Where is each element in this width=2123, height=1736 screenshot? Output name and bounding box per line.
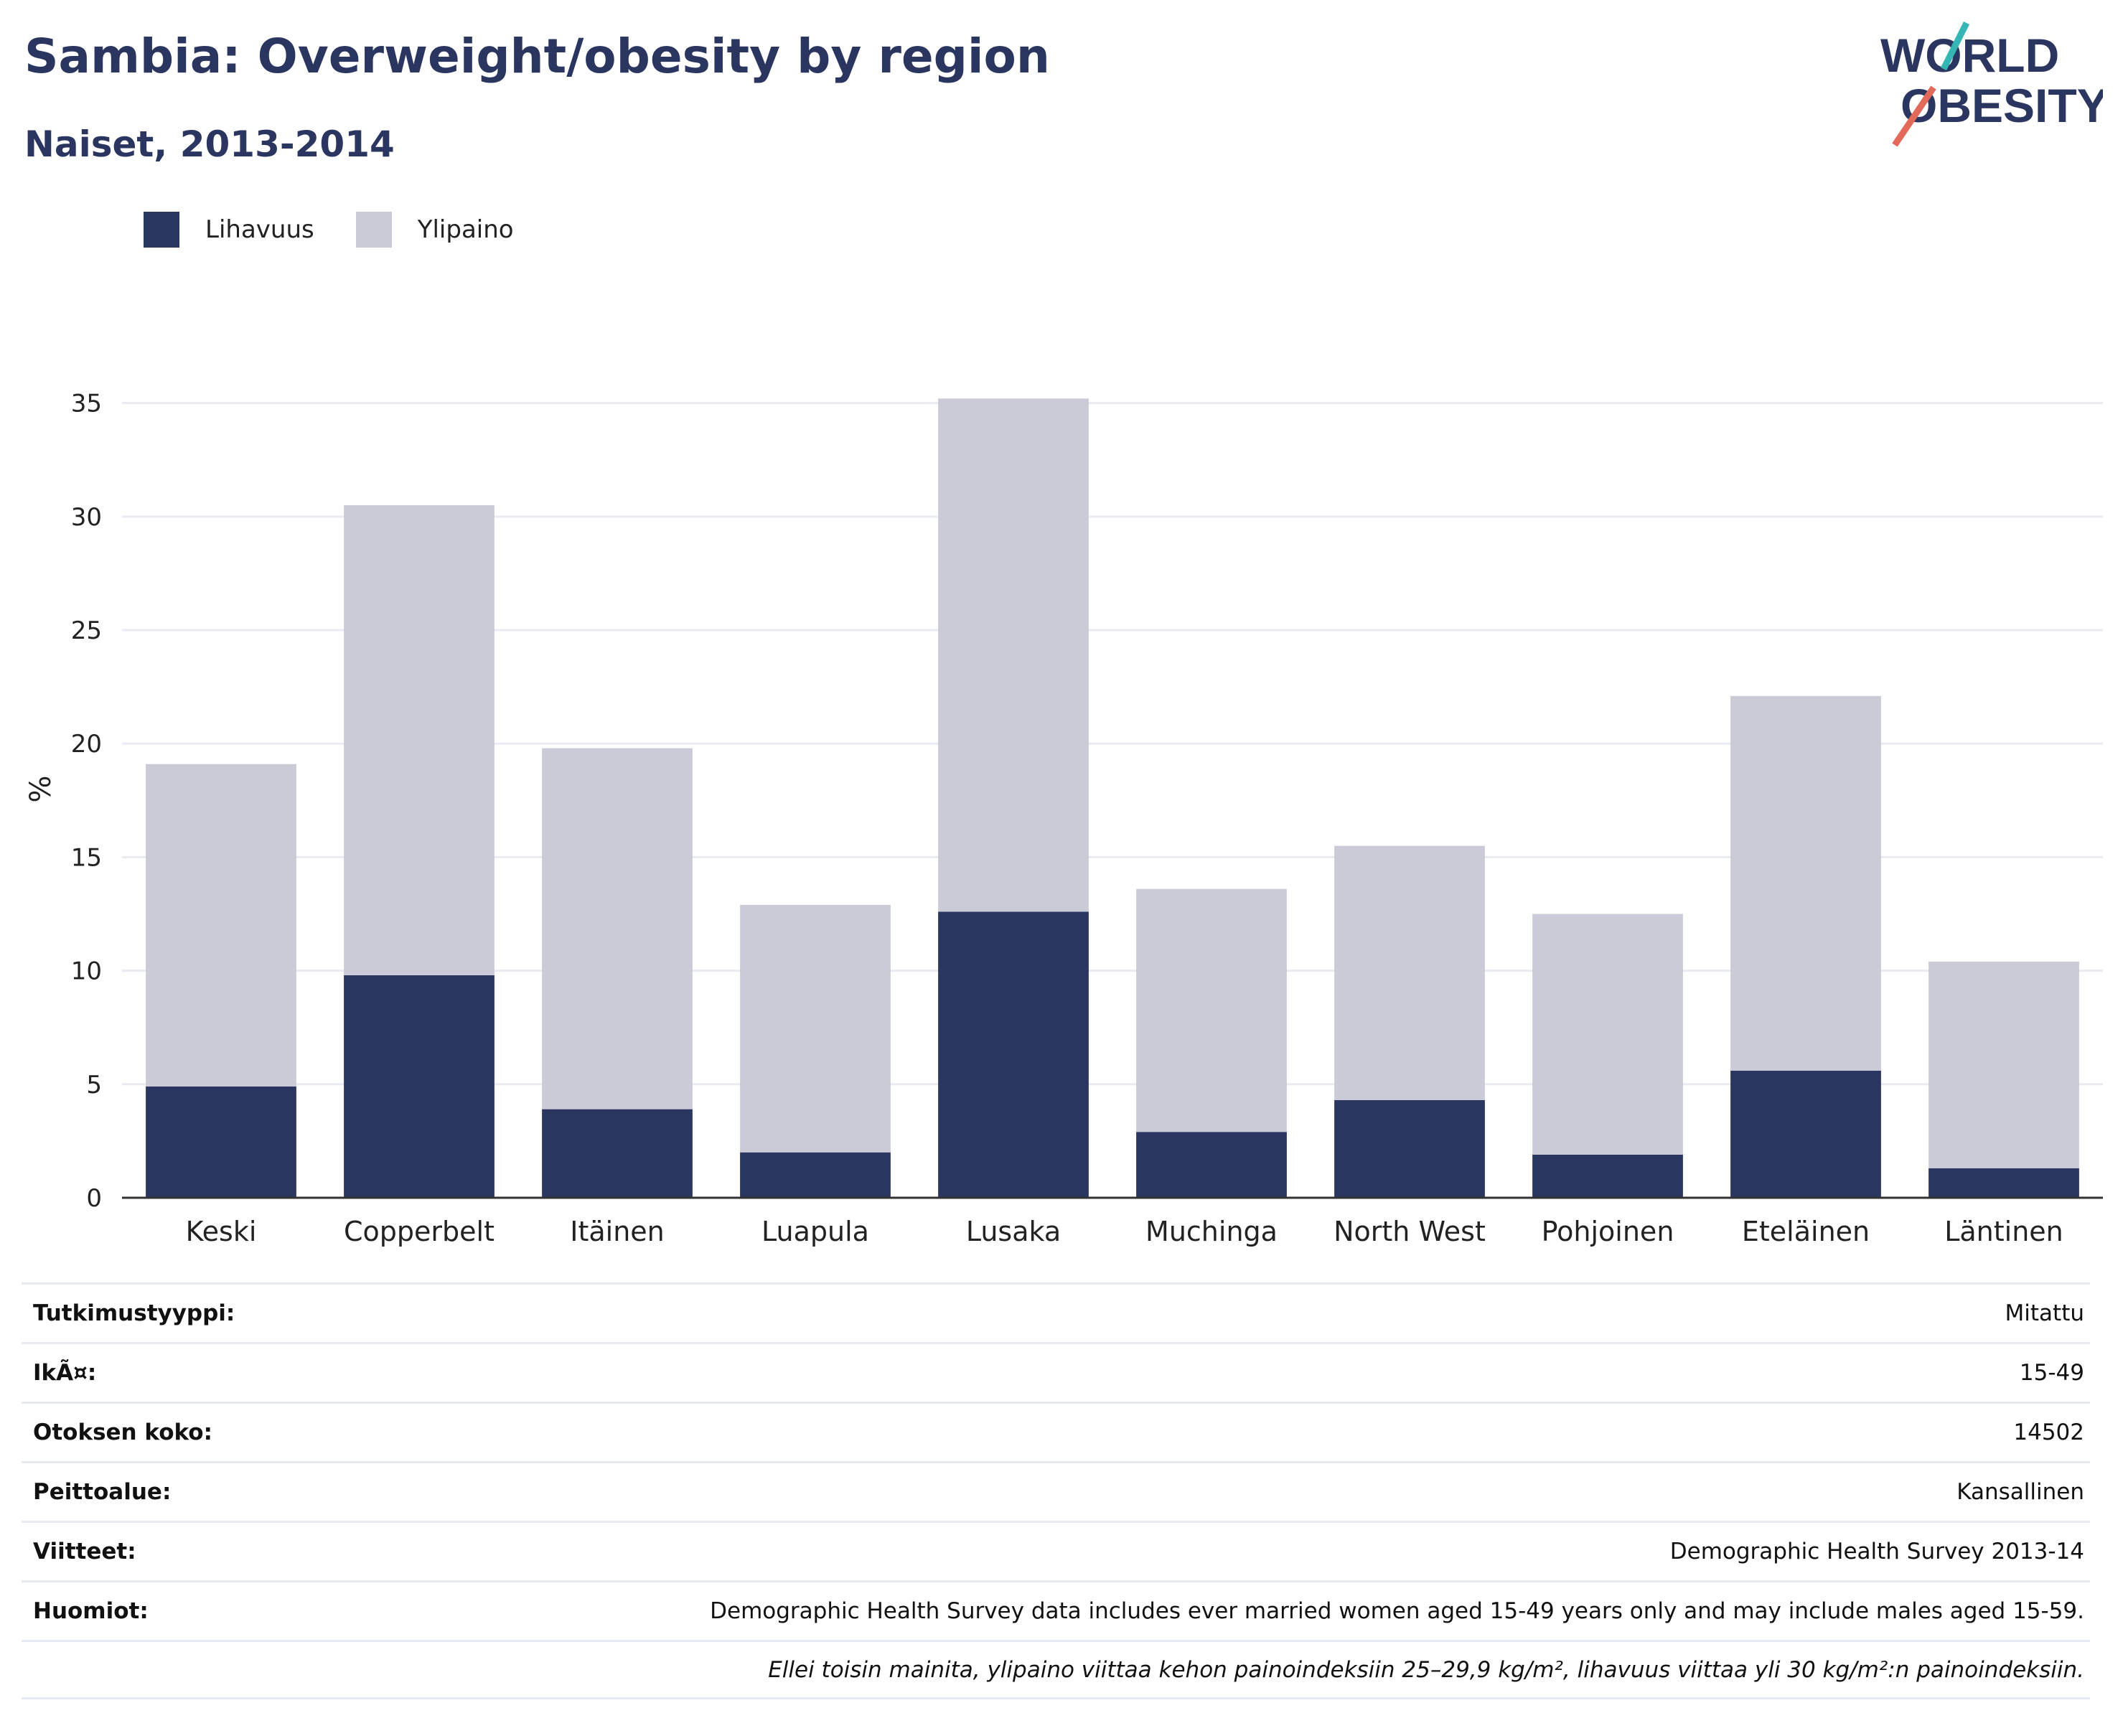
x-tick-label: Copperbelt: [344, 1216, 495, 1247]
legend-item-obesity[interactable]: Lihavuus: [144, 212, 314, 248]
legend-label-overweight: Ylipaino: [417, 215, 514, 244]
y-tick-label: 15: [71, 843, 102, 872]
legend-swatch-obesity: [144, 212, 179, 248]
bar-overweight[interactable]: [1136, 888, 1287, 1132]
bars: [146, 398, 2079, 1198]
x-tick-label: North West: [1334, 1216, 1486, 1247]
bar-obesity[interactable]: [938, 911, 1089, 1198]
info-row-notes: Huomiot: Demographic Health Survey data …: [22, 1580, 2090, 1640]
bar-overweight[interactable]: [1730, 695, 1881, 1071]
info-row-references: Viitteet: Demographic Health Survey 2013…: [22, 1521, 2090, 1580]
info-label: Viitteet:: [33, 1539, 136, 1564]
info-value: 14502: [2013, 1420, 2084, 1445]
info-label: Huomiot:: [33, 1598, 149, 1624]
bar-obesity[interactable]: [1928, 1168, 2079, 1198]
chart-subtitle: Naiset, 2013-2014: [24, 123, 395, 165]
y-axis-label: %: [24, 775, 57, 802]
stacked-bar-chart: 0 5 10 15 20 25 30 35 Keski Copperbelt Itäinen Lua…: [24, 390, 2103, 1247]
legend-label-obesity: Lihavuus: [205, 215, 314, 244]
legend-item-overweight[interactable]: Ylipaino: [355, 212, 514, 248]
info-value: Kansallinen: [1956, 1479, 2084, 1505]
bar-overweight[interactable]: [740, 904, 891, 1153]
info-label: Tutkimustyyppi:: [33, 1300, 235, 1326]
bar-obesity[interactable]: [1730, 1070, 1881, 1198]
info-label: Otoksen koko:: [33, 1420, 212, 1445]
logo-accent-teal: [1940, 22, 1970, 71]
logo-accent-coral: [1892, 85, 1936, 147]
x-axis-ticks: Keski Copperbelt Itäinen Luapula Lusaka Muchi…: [186, 1216, 2063, 1247]
chart-title: Sambia: Overweight/obesity by region: [24, 29, 1050, 84]
bar-obesity[interactable]: [1136, 1132, 1287, 1198]
bar-obesity[interactable]: [146, 1086, 296, 1198]
info-label: IkÃ¤:: [33, 1360, 97, 1386]
y-tick-label: 10: [71, 957, 102, 986]
bar-obesity[interactable]: [1334, 1099, 1485, 1198]
bar-overweight[interactable]: [1334, 845, 1485, 1100]
info-row-footnote: Ellei toisin mainita, ylipaino viittaa k…: [22, 1640, 2090, 1699]
bar-obesity[interactable]: [344, 975, 495, 1198]
bar-overweight[interactable]: [1928, 961, 2079, 1168]
info-value: 15-49: [2019, 1360, 2084, 1386]
x-tick-label: Luapula: [761, 1216, 869, 1247]
x-tick-label: Itäinen: [570, 1216, 665, 1247]
bar-overweight[interactable]: [344, 505, 495, 975]
footnote: Ellei toisin mainita, ylipaino viittaa k…: [768, 1656, 2084, 1683]
info-row-sample-size: Otoksen koko: 14502: [22, 1402, 2090, 1461]
bar-obesity[interactable]: [542, 1109, 693, 1198]
info-table: Tutkimustyyppi: Mitattu IkÃ¤: 15-49 Otok…: [22, 1282, 2090, 1699]
info-value: Demographic Health Survey data includes …: [710, 1598, 2084, 1624]
y-tick-label: 5: [86, 1071, 102, 1099]
legend-swatch-overweight: [355, 212, 392, 248]
x-tick-label: Pohjoinen: [1542, 1216, 1674, 1247]
info-value: Demographic Health Survey 2013-14: [1669, 1539, 2084, 1564]
bar-overweight[interactable]: [146, 764, 296, 1087]
info-label: Peittoalue:: [33, 1479, 172, 1505]
x-tick-label: Keski: [186, 1216, 257, 1247]
info-row-age: IkÃ¤: 15-49: [22, 1342, 2090, 1402]
x-tick-label: Muchinga: [1145, 1216, 1278, 1247]
info-row-survey-type: Tutkimustyyppi: Mitattu: [22, 1282, 2090, 1342]
bar-obesity[interactable]: [740, 1152, 891, 1198]
bar-overweight[interactable]: [1532, 914, 1683, 1155]
x-tick-label: Eteläinen: [1742, 1216, 1870, 1247]
y-tick-label: 25: [71, 616, 102, 645]
y-tick-label: 30: [71, 503, 102, 532]
bar-overweight[interactable]: [542, 748, 693, 1109]
legend: Lihavuus Ylipaino: [144, 212, 556, 248]
info-row-coverage: Peittoalue: Kansallinen: [22, 1461, 2090, 1521]
x-tick-label: Läntinen: [1944, 1216, 2063, 1247]
bar-obesity[interactable]: [1532, 1154, 1683, 1198]
bar-overweight[interactable]: [938, 398, 1089, 912]
x-tick-label: Lusaka: [966, 1216, 1061, 1247]
y-axis-ticks: 0 5 10 15 20 25 30 35: [71, 390, 102, 1213]
y-tick-label: 0: [86, 1184, 102, 1213]
y-tick-label: 20: [71, 730, 102, 759]
logo-line2: OBESITY: [1901, 79, 2103, 132]
logo-line1: WORLD: [1880, 29, 2059, 82]
y-tick-label: 35: [71, 390, 102, 418]
info-value: Mitattu: [2005, 1300, 2084, 1326]
world-obesity-logo: WORLD OBESITY: [1880, 22, 2103, 147]
